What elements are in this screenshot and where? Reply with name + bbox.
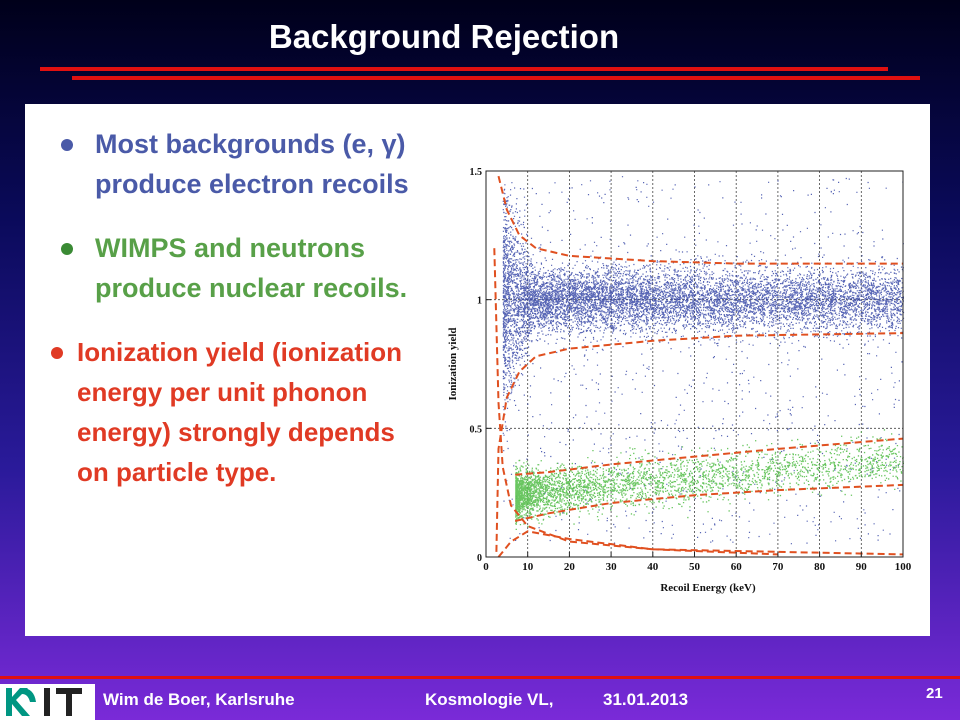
page-number: 21 bbox=[926, 685, 943, 702]
footer-date: 31.01.2013 bbox=[603, 690, 689, 709]
bullet-item: WIMPS and neutrons produce nuclear recoi… bbox=[55, 228, 455, 308]
acceptance-band-line bbox=[497, 175, 903, 265]
bullet-line: Ionization yield (ionization bbox=[77, 337, 402, 367]
footer-course: Kosmologie VL, bbox=[425, 690, 554, 709]
x-tick-label: 80 bbox=[814, 561, 826, 573]
content-panel: Most backgrounds (e, γ) produce electron… bbox=[25, 104, 930, 636]
bullet-line: energy) strongly depends bbox=[77, 417, 395, 447]
bullet-item: Ionization yield (ionization energy per … bbox=[49, 332, 455, 492]
bullet-line: produce nuclear recoils. bbox=[95, 273, 408, 303]
title-underline bbox=[40, 67, 888, 71]
footer-author: Wim de Boer, Karlsruhe bbox=[103, 690, 295, 709]
y-axis-label: Ionization yield bbox=[447, 327, 459, 400]
bullet-line: Most backgrounds (e, γ) bbox=[95, 129, 406, 159]
ionization-yield-scatter-plot: 0 10 20 30 40 50 60 70 80 90 100 0 0.5 1 1.5 Recoil En… bbox=[447, 167, 912, 594]
x-axis-label: Recoil Energy (keV) bbox=[660, 582, 756, 594]
acceptance-band-line bbox=[515, 437, 904, 476]
acceptance-band-line bbox=[495, 332, 904, 552]
bullet-line: produce electron recoils bbox=[95, 169, 409, 199]
bullet-line: energy per unit phonon bbox=[77, 377, 368, 407]
y-tick-label: 1 bbox=[477, 296, 482, 307]
acceptance-band-line bbox=[493, 248, 904, 556]
y-tick-label: 0 bbox=[477, 553, 482, 564]
kit-logo-icon bbox=[0, 684, 95, 720]
slide-title: Background Rejection bbox=[268, 18, 620, 55]
bullet-item: Most backgrounds (e, γ) produce electron… bbox=[55, 124, 455, 204]
x-tick-label: 30 bbox=[606, 561, 618, 573]
x-tick-label: 40 bbox=[647, 561, 659, 573]
x-tick-label: 20 bbox=[564, 561, 576, 573]
x-tick-label: 70 bbox=[772, 561, 784, 573]
bullet-dot-icon bbox=[51, 347, 63, 359]
x-tick-label: 10 bbox=[522, 561, 534, 573]
x-tick-label: 60 bbox=[731, 561, 743, 573]
acceptance-band-line bbox=[514, 483, 904, 522]
bullet-list: Most backgrounds (e, γ) produce electron… bbox=[51, 124, 455, 492]
x-tick-label: 90 bbox=[856, 561, 868, 573]
bullet-line: on particle type. bbox=[77, 457, 277, 487]
y-tick-label: 0.5 bbox=[470, 424, 483, 435]
bullet-dot-icon bbox=[61, 139, 73, 151]
footer-rule bbox=[0, 676, 960, 679]
x-tick-label: 100 bbox=[895, 561, 912, 573]
title-underline-offset bbox=[72, 76, 920, 80]
y-tick-label: 1.5 bbox=[470, 167, 483, 178]
x-tick-label: 50 bbox=[689, 561, 701, 573]
nuclear-recoil-points bbox=[515, 429, 904, 530]
x-tick-label: 0 bbox=[483, 561, 489, 573]
acceptance-band-line bbox=[497, 530, 778, 558]
bullet-dot-icon bbox=[61, 243, 73, 255]
bullet-line: WIMPS and neutrons bbox=[95, 233, 365, 263]
